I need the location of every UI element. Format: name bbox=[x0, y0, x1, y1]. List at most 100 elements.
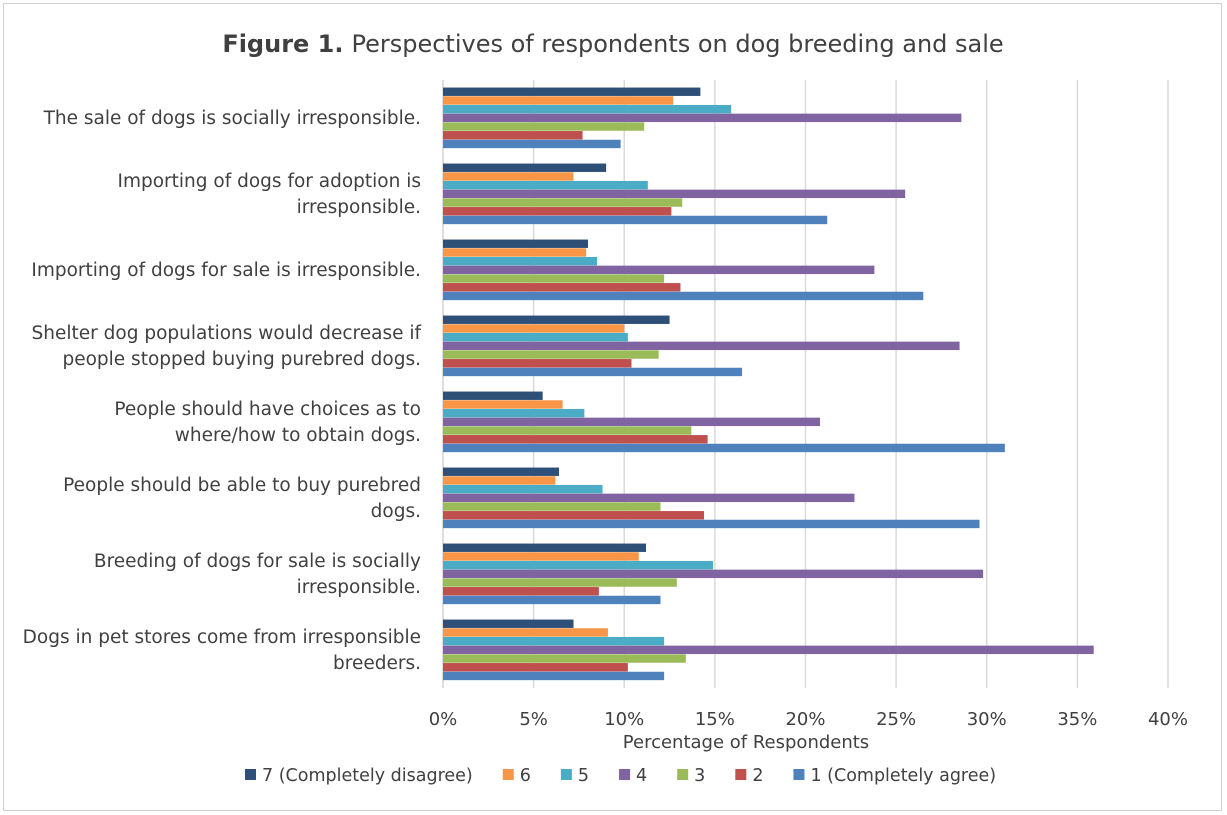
category-label: Shelter dog populations would decrease i… bbox=[32, 323, 422, 370]
category-label: Importing of dogs for sale is irresponsi… bbox=[31, 260, 421, 281]
x-tick-label: 0% bbox=[429, 709, 458, 730]
x-tick-label: 5% bbox=[519, 709, 548, 730]
bar bbox=[443, 198, 683, 207]
x-tick-label: 15% bbox=[695, 709, 735, 730]
category-label: Breeding of dogs for sale is socially irr… bbox=[94, 551, 421, 598]
bar bbox=[443, 543, 646, 552]
bar bbox=[443, 248, 587, 257]
x-tick-label: 30% bbox=[967, 709, 1007, 730]
bar bbox=[443, 256, 598, 266]
legend-swatch bbox=[735, 769, 747, 780]
bar bbox=[443, 341, 960, 351]
chart-title: Figure 1. Perspectives of respondents on … bbox=[222, 30, 1003, 58]
bar bbox=[443, 139, 621, 149]
category-label-line: where/how to obtain dogs. bbox=[175, 425, 421, 446]
bar bbox=[443, 104, 732, 114]
bar bbox=[443, 332, 628, 342]
category-label-line: breeders. bbox=[333, 653, 421, 674]
category-label: People should have choices as to where/ho… bbox=[114, 399, 421, 446]
category-label-line: People should have choices as to bbox=[114, 399, 421, 420]
bar bbox=[443, 484, 603, 494]
bar bbox=[443, 315, 670, 324]
bar bbox=[443, 163, 607, 172]
bar bbox=[443, 274, 665, 283]
bar bbox=[443, 595, 661, 605]
bar bbox=[443, 671, 665, 681]
bar bbox=[443, 636, 665, 646]
bar bbox=[443, 283, 681, 292]
category-label-line: Breeding of dogs for sale is socially bbox=[94, 551, 421, 572]
category-label-line: Dogs in pet stores come from irresponsib… bbox=[23, 627, 421, 648]
bar bbox=[443, 180, 648, 190]
bar bbox=[443, 400, 563, 409]
bar bbox=[443, 87, 701, 96]
bar bbox=[443, 502, 661, 511]
bar bbox=[443, 493, 855, 503]
category-label-line: Importing of dogs for adoption is bbox=[118, 171, 421, 192]
bar bbox=[443, 239, 588, 248]
bar bbox=[443, 569, 984, 579]
bar bbox=[443, 113, 962, 123]
legend-swatch bbox=[677, 769, 689, 780]
bar bbox=[443, 587, 599, 596]
bar bbox=[443, 96, 674, 105]
category-label: People should be able to buy purebred dog… bbox=[63, 475, 421, 522]
bar bbox=[443, 417, 820, 427]
category-label-line: Shelter dog populations would decrease i… bbox=[32, 323, 422, 344]
bar bbox=[443, 511, 704, 520]
bar bbox=[443, 391, 543, 400]
bar bbox=[443, 443, 1005, 453]
legend-label: 3 bbox=[694, 766, 705, 786]
category-label-line: irresponsible. bbox=[297, 577, 421, 598]
category-label-line: Importing of dogs for sale is irresponsi… bbox=[31, 260, 421, 281]
bar bbox=[443, 324, 625, 333]
bar bbox=[443, 408, 585, 418]
category-label: The sale of dogs is socially irresponsib… bbox=[43, 108, 421, 129]
bar bbox=[443, 426, 692, 435]
bar bbox=[443, 172, 574, 181]
legend-label: 2 bbox=[752, 766, 763, 786]
bar bbox=[443, 350, 659, 359]
x-tick-label: 40% bbox=[1148, 709, 1188, 730]
bar bbox=[443, 367, 743, 377]
legend-label: 6 bbox=[520, 766, 531, 786]
bar bbox=[443, 654, 686, 663]
bar bbox=[443, 122, 645, 131]
category-label-line: People should be able to buy purebred bbox=[63, 475, 421, 496]
category-label-line: The sale of dogs is socially irresponsib… bbox=[43, 108, 421, 129]
bar bbox=[443, 645, 1094, 655]
legend-swatch bbox=[793, 769, 805, 780]
bar bbox=[443, 435, 708, 444]
title-figure-number: Figure 1. bbox=[222, 30, 343, 58]
bar bbox=[443, 359, 632, 368]
bar bbox=[443, 265, 875, 275]
legend-label: 5 bbox=[578, 766, 589, 786]
legend-label: 4 bbox=[636, 766, 647, 786]
bar bbox=[443, 476, 556, 485]
x-tick-label: 10% bbox=[604, 709, 644, 730]
x-tick-label: 25% bbox=[876, 709, 916, 730]
bar bbox=[443, 215, 828, 225]
legend-swatch bbox=[619, 769, 631, 780]
bar bbox=[443, 189, 906, 199]
bar bbox=[443, 131, 583, 140]
legend-label: 7 (Completely disagree) bbox=[262, 766, 473, 786]
legend-swatch bbox=[245, 769, 256, 780]
category-label-line: dogs. bbox=[371, 501, 421, 522]
bar bbox=[443, 663, 628, 672]
legend-label: 1 (Completely agree) bbox=[810, 766, 996, 786]
category-label: Dogs in pet stores come from irresponsib… bbox=[23, 627, 421, 674]
bar bbox=[443, 207, 672, 216]
x-tick-label: 35% bbox=[1057, 709, 1097, 730]
bar bbox=[443, 291, 924, 301]
bar bbox=[443, 628, 608, 637]
legend-swatch bbox=[560, 769, 572, 780]
x-tick-label: 20% bbox=[785, 709, 825, 730]
category-label-line: people stopped buying purebred dogs. bbox=[62, 349, 421, 370]
bar bbox=[443, 578, 677, 587]
x-axis-label: Percentage of Respondents bbox=[623, 732, 869, 753]
bar bbox=[443, 467, 559, 476]
legend-swatch bbox=[502, 769, 514, 780]
title-text: Perspectives of respondents on dog breed… bbox=[351, 30, 1003, 58]
